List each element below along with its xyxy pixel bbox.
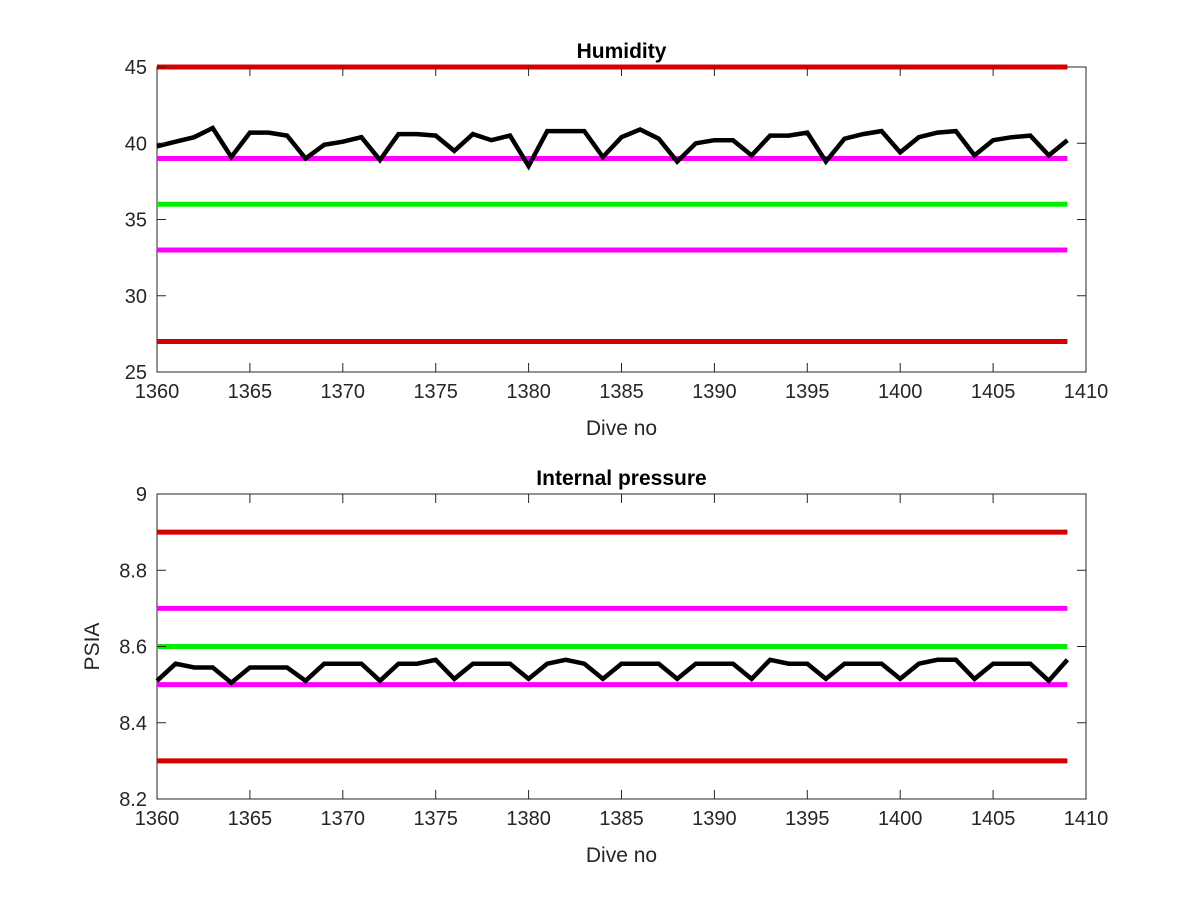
axis-ticks: 1360 1365 1370 1375 1380 1385 1390 1395 1400 1405… bbox=[125, 57, 1109, 403]
x-tick-label: 1360 bbox=[135, 808, 180, 830]
x-tick-label: 1395 bbox=[785, 808, 830, 830]
x-tick-label: 1395 bbox=[785, 381, 830, 403]
x-tick-label: 1375 bbox=[413, 808, 458, 830]
x-tick-label: 1380 bbox=[506, 808, 551, 830]
x-tick-label: 1365 bbox=[228, 808, 273, 830]
x-tick-label: 1405 bbox=[971, 808, 1016, 830]
x-axis-label: Dive no bbox=[586, 844, 657, 867]
data-series-line-0 bbox=[155, 657, 1070, 686]
y-axis-label: PSIA bbox=[81, 623, 104, 671]
x-axis-label: Dive no bbox=[586, 417, 657, 440]
x-tick-label: 1410 bbox=[1064, 808, 1109, 830]
x-tick-label: 1360 bbox=[135, 381, 180, 403]
y-tick-label: 8.2 bbox=[119, 789, 147, 811]
y-tick-label: 25 bbox=[125, 362, 147, 384]
y-tick-label: 8.4 bbox=[119, 713, 147, 735]
axes-frame bbox=[156, 66, 1087, 373]
y-tick-label: 45 bbox=[125, 57, 147, 79]
x-tick-label: 1380 bbox=[506, 381, 551, 403]
x-tick-label: 1400 bbox=[878, 808, 923, 830]
y-tick-label: 9 bbox=[136, 484, 147, 506]
humidity-chart: 1360 1365 1370 1375 1380 1385 1390 1395 1400 1405… bbox=[125, 40, 1109, 440]
y-tick-label: 35 bbox=[125, 210, 147, 232]
chart-title: Internal pressure bbox=[536, 467, 706, 490]
x-tick-label: 1410 bbox=[1064, 381, 1109, 403]
x-tick-label: 1385 bbox=[599, 381, 644, 403]
series-lines bbox=[156, 125, 1069, 171]
threshold-lines bbox=[157, 529, 1068, 764]
x-tick-label: 1405 bbox=[971, 381, 1016, 403]
x-tick-label: 1390 bbox=[692, 808, 737, 830]
x-tick-label: 1370 bbox=[321, 381, 366, 403]
x-tick-label: 1400 bbox=[878, 381, 923, 403]
y-tick-label: 40 bbox=[125, 133, 147, 155]
x-tick-label: 1365 bbox=[228, 381, 273, 403]
internal-pressure-chart: 1360 1365 1370 1375 1380 1385 1390 1395 1400 1405… bbox=[81, 467, 1108, 867]
y-tick-label: 8.6 bbox=[119, 637, 147, 659]
chart-title: Humidity bbox=[577, 40, 667, 63]
data-series-line-0 bbox=[156, 125, 1069, 171]
series-lines bbox=[155, 657, 1070, 686]
x-tick-label: 1375 bbox=[413, 381, 458, 403]
x-tick-label: 1370 bbox=[321, 808, 366, 830]
x-tick-label: 1390 bbox=[692, 381, 737, 403]
y-tick-label: 30 bbox=[125, 286, 147, 308]
x-tick-label: 1385 bbox=[599, 808, 644, 830]
axis-ticks: 1360 1365 1370 1375 1380 1385 1390 1395 1400 1405… bbox=[119, 484, 1108, 830]
y-tick-label: 8.8 bbox=[119, 560, 147, 582]
